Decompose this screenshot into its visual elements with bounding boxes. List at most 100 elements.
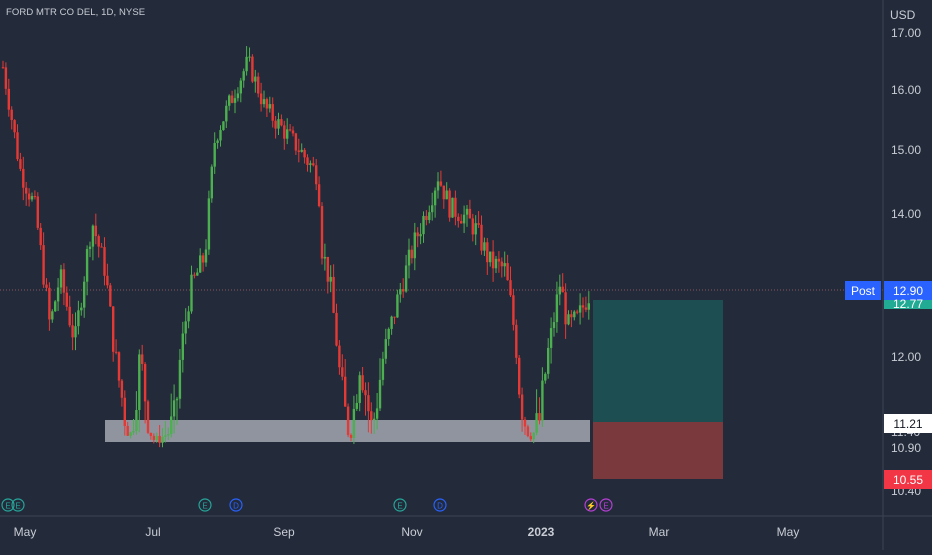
candle-body[interactable] [404, 265, 408, 292]
candle-body[interactable] [222, 121, 225, 131]
candle-body[interactable] [378, 379, 382, 409]
candle-body[interactable] [59, 269, 63, 288]
candle-body[interactable] [175, 398, 179, 401]
candle-body[interactable] [355, 402, 358, 409]
candle-body[interactable] [349, 435, 353, 438]
candle-body[interactable] [523, 419, 527, 427]
candle-body[interactable] [112, 306, 115, 352]
candle-body[interactable] [515, 324, 518, 358]
candle-body[interactable] [561, 286, 564, 293]
candle-body[interactable] [213, 142, 216, 167]
candle-body[interactable] [436, 181, 440, 191]
candle-body[interactable] [181, 333, 184, 360]
candle-body[interactable] [280, 119, 283, 126]
candle-body[interactable] [68, 306, 71, 326]
candle-body[interactable] [262, 99, 266, 105]
candle-body[interactable] [190, 274, 193, 312]
event-marker-icon[interactable] [433, 498, 447, 512]
candle-body[interactable] [573, 311, 576, 318]
candle-body[interactable] [329, 276, 332, 282]
candle-body[interactable] [497, 258, 501, 262]
candle-body[interactable] [317, 184, 321, 207]
candle-body[interactable] [303, 149, 306, 158]
candle-body[interactable] [83, 281, 86, 308]
event-marker-icon[interactable] [599, 498, 613, 512]
candle-body[interactable] [393, 316, 396, 318]
candle-body[interactable] [286, 129, 289, 139]
candle-body[interactable] [88, 246, 92, 250]
candle-body[interactable] [48, 287, 51, 320]
candle-body[interactable] [402, 289, 405, 292]
candle-body[interactable] [149, 432, 153, 436]
candle-body[interactable] [491, 251, 495, 269]
candle-body[interactable] [425, 215, 428, 221]
candle-body[interactable] [245, 56, 248, 72]
candle-body[interactable] [97, 236, 100, 247]
candle-body[interactable] [555, 294, 559, 323]
candle-body[interactable] [196, 272, 199, 276]
candle-body[interactable] [477, 223, 480, 225]
candle-body[interactable] [228, 95, 231, 106]
event-marker-icon[interactable] [584, 498, 598, 512]
candle-body[interactable] [91, 225, 95, 247]
candle-body[interactable] [42, 245, 45, 285]
position-profit-zone[interactable] [593, 300, 723, 422]
candle-body[interactable] [364, 390, 367, 396]
candle-body[interactable] [210, 166, 213, 199]
candle-body[interactable] [254, 76, 257, 82]
candle-body[interactable] [164, 435, 167, 437]
candle-body[interactable] [486, 242, 489, 263]
candle-body[interactable] [143, 364, 147, 402]
candle-body[interactable] [312, 163, 315, 166]
candle-body[interactable] [27, 193, 31, 200]
candle-body[interactable] [65, 292, 68, 307]
candle-body[interactable] [387, 328, 390, 340]
candle-body[interactable] [126, 425, 129, 436]
event-marker-icon[interactable] [229, 498, 243, 512]
candle-body[interactable] [529, 436, 532, 440]
candle-body[interactable] [138, 354, 141, 411]
candle-body[interactable] [503, 263, 506, 267]
candle-body[interactable] [520, 394, 524, 420]
candle-body[interactable] [74, 326, 77, 338]
candle-body[interactable] [94, 225, 97, 237]
candle-body[interactable] [396, 294, 399, 318]
event-marker-icon[interactable] [393, 498, 407, 512]
candle-body[interactable] [506, 263, 509, 281]
candle-body[interactable] [512, 295, 515, 325]
candle-body[interactable] [346, 406, 350, 436]
candle-body[interactable] [288, 129, 292, 131]
candle-body[interactable] [129, 432, 132, 436]
candle-body[interactable] [500, 261, 503, 267]
event-marker-icon[interactable] [11, 498, 25, 512]
candle-body[interactable] [225, 105, 228, 122]
candle-body[interactable] [1, 67, 5, 69]
candle-body[interactable] [460, 221, 463, 224]
candle-body[interactable] [410, 249, 414, 259]
candle-body[interactable] [532, 432, 535, 440]
candle-body[interactable] [80, 307, 83, 311]
candle-body[interactable] [581, 305, 585, 308]
candle-body[interactable] [259, 93, 263, 105]
candle-body[interactable] [300, 149, 303, 152]
candle-body[interactable] [158, 435, 161, 443]
candle-body[interactable] [367, 395, 370, 412]
candle-body[interactable] [483, 242, 486, 251]
candle-body[interactable] [439, 181, 443, 186]
candle-body[interactable] [358, 375, 361, 403]
candle-body[interactable] [558, 286, 561, 295]
candle-body[interactable] [204, 249, 208, 263]
candle-body[interactable] [587, 303, 590, 310]
candle-body[interactable] [584, 307, 588, 310]
candle-body[interactable] [465, 208, 469, 215]
candle-body[interactable] [233, 98, 237, 103]
candle-body[interactable] [518, 357, 521, 395]
candle-body[interactable] [352, 408, 356, 438]
candle-body[interactable] [172, 400, 176, 417]
candle-body[interactable] [54, 301, 57, 312]
candle-body[interactable] [399, 289, 402, 295]
candle-body[interactable] [509, 280, 512, 296]
candle-body[interactable] [45, 284, 48, 288]
